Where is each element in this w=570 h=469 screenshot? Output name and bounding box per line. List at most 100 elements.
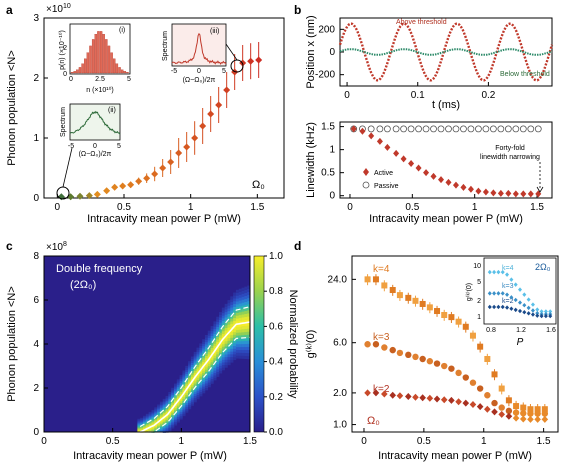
heatmap-cell (145, 424, 149, 427)
inset-data-point (539, 313, 544, 319)
heatmap-cell (207, 333, 211, 336)
inset-i-ytick: 0 (63, 71, 67, 78)
heatmap-cell (157, 408, 161, 411)
heatmap-cell (137, 424, 141, 426)
heatmap-cell (210, 335, 214, 339)
heatmap-cell (179, 389, 183, 392)
heatmap-cell (157, 407, 161, 410)
heatmap-cell (171, 419, 175, 422)
heatmap-cell (204, 337, 209, 340)
heatmap-cell (233, 342, 237, 347)
heatmap-cell (241, 329, 245, 333)
heatmap-cell (188, 361, 192, 364)
data-point (527, 410, 534, 417)
heatmap-cell (188, 369, 192, 372)
heatmap-cell (168, 416, 172, 419)
heatmap-cell (185, 408, 189, 411)
x-tick-label: 0.1 (411, 90, 425, 101)
active-point (460, 183, 467, 191)
heatmap-cell (165, 424, 169, 427)
data-point (527, 415, 534, 423)
heatmap-cell (238, 355, 242, 359)
heatmap-cell (165, 399, 169, 401)
heatmap-cell (176, 379, 180, 382)
heatmap-cell (140, 423, 144, 425)
below-threshold-label: Below threshold (500, 71, 550, 78)
heatmap-cell (196, 377, 200, 381)
panel-a-ylabel: Phonon population <N> (6, 50, 18, 166)
heatmap-cell (241, 311, 245, 315)
passive-point (367, 125, 375, 133)
heatmap-cell (193, 368, 197, 371)
heatmap-cell (196, 390, 200, 393)
inset-d-ytick: 1 (477, 314, 481, 321)
heatmap-cell (171, 426, 175, 429)
inset-ii-frame (69, 103, 121, 141)
active-point (430, 172, 437, 180)
data-point (484, 392, 491, 399)
heatmap-cell (210, 361, 214, 365)
heatmap-cell (196, 392, 200, 396)
heatmap-cell (179, 378, 183, 381)
legend-passive-label: Passive (374, 183, 399, 190)
heatmap-cell (193, 383, 197, 386)
heatmap-cell (241, 299, 245, 303)
heatmap-cell (247, 328, 251, 332)
lower-envelope (140, 336, 251, 433)
heatmap-cell (162, 418, 166, 421)
passive-point (415, 125, 422, 133)
inset-data-point (535, 310, 540, 316)
heatmap-cell (185, 410, 189, 413)
inset-data-point (543, 313, 548, 319)
heatmap-cell (216, 319, 220, 323)
heatmap-cell (238, 323, 242, 327)
heatmap-cell (227, 337, 231, 341)
heatmap-cell (159, 416, 164, 419)
heatmap-cell (159, 406, 164, 408)
data-point (364, 341, 371, 348)
heatmap-cell (210, 338, 214, 341)
heatmap-cell (207, 349, 211, 353)
heatmap-cell (244, 346, 248, 351)
histogram-bar (94, 34, 98, 74)
heatmap-cell (244, 286, 248, 290)
heatmap-cell (185, 406, 189, 409)
heatmap-cell (188, 365, 192, 368)
inset-data-point (535, 313, 540, 318)
y-tick-label: 24.0 (328, 274, 348, 285)
heatmap-cell (216, 324, 220, 328)
data-point (381, 390, 388, 398)
heatmap-cell (210, 347, 214, 351)
heatmap-cell (162, 398, 166, 401)
heatmap-cell (233, 295, 237, 299)
heatmap-cell (140, 426, 144, 429)
heatmap-cell (137, 418, 141, 421)
heatmap-cell (221, 325, 225, 329)
data-point (505, 397, 512, 404)
heatmap-cell (196, 375, 200, 378)
heatmap-cell (148, 428, 152, 431)
histogram-bar (107, 45, 111, 74)
heatmap-cell (244, 292, 248, 296)
panel-d-inset-mode: 2Ω₀ (535, 262, 551, 272)
heatmap-cell (227, 335, 231, 339)
histogram-bar (70, 72, 74, 74)
heatmap-cell (207, 340, 211, 343)
heatmap-cell (241, 305, 245, 309)
heatmap-cell (173, 397, 178, 400)
heatmap-cell (204, 341, 209, 345)
heatmap-cell (140, 418, 144, 421)
heatmap-cell (224, 359, 228, 363)
heatmap-cell (204, 376, 209, 379)
heatmap-cell (176, 404, 180, 407)
heatmap-cell (241, 349, 245, 353)
heatmap-cell (148, 413, 152, 415)
heatmap-cell (227, 302, 231, 306)
panel-c: ×108 Double frequency (2Ω₀) Phonon popul… (6, 241, 299, 462)
heatmap-cell (157, 423, 161, 425)
heatmap-cell (219, 322, 223, 326)
heatmap-cell (185, 375, 189, 378)
label-k2: k=2 (373, 384, 390, 395)
label-k4: k=4 (373, 264, 390, 275)
passive-point (437, 125, 445, 133)
